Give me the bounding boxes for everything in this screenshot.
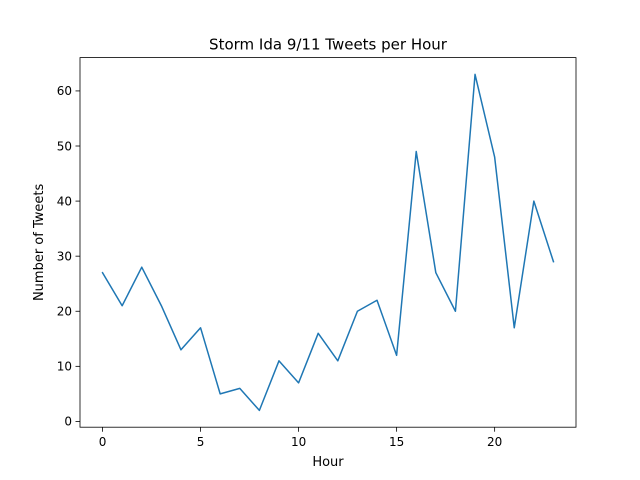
y-tick-label: 10 <box>57 360 72 374</box>
x-tick-label: 0 <box>99 435 107 449</box>
series-line <box>101 73 555 412</box>
x-tick-label: 15 <box>389 435 404 449</box>
y-tick-label: 60 <box>57 84 72 98</box>
x-axis-label: Hour <box>312 455 344 470</box>
x-tick-label: 5 <box>197 435 205 449</box>
y-tick-label: 0 <box>64 415 72 429</box>
x-tick-label: 10 <box>291 435 306 449</box>
chart-title: Storm Ida 9/11 Tweets per Hour <box>209 36 448 54</box>
y-axis-label: Number of Tweets <box>32 184 47 302</box>
x-tick-label: 20 <box>487 435 502 449</box>
y-tick-label: 40 <box>57 194 72 208</box>
series-layer <box>101 73 555 412</box>
y-tick-label: 20 <box>57 305 72 319</box>
plot-frame <box>79 57 577 428</box>
y-tick-label: 30 <box>57 249 72 263</box>
y-tick-label: 50 <box>57 139 72 153</box>
ticks-layer: 0 5 10 15 20 0 10 20 30 40 50 60 <box>57 84 503 449</box>
